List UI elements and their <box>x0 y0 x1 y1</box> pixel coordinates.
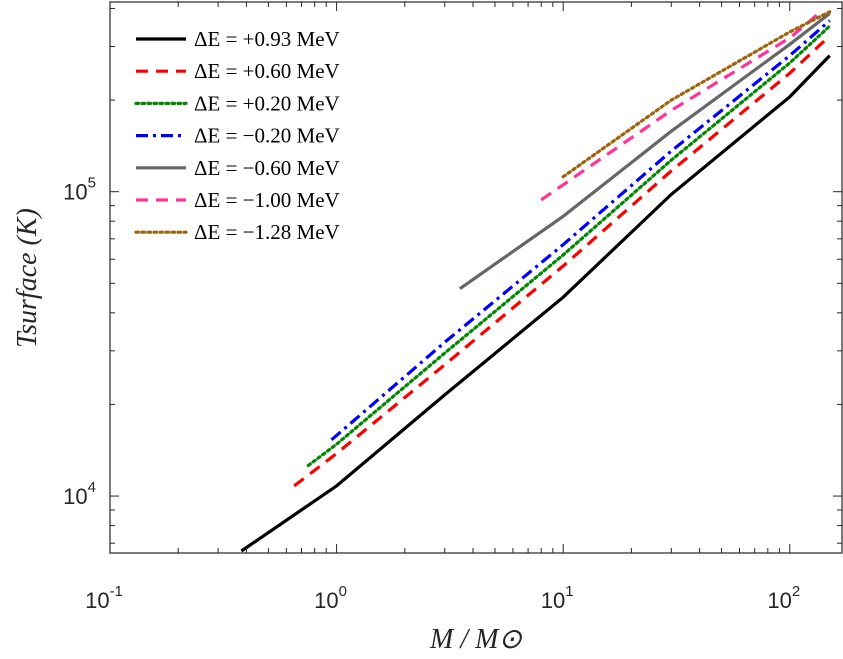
series-layer <box>240 8 832 553</box>
x-tick-label-3: 102 <box>767 583 800 613</box>
x-tick-label-0: 10-1 <box>85 583 123 613</box>
series-line-5 <box>540 8 824 202</box>
plot-frame <box>109 1 843 554</box>
y-tick-label-1: 105 <box>63 175 96 205</box>
legend-label-0: ΔE = +0.93 MeV <box>194 27 340 51</box>
legend-label-3: ΔE = −0.20 MeV <box>194 124 340 148</box>
series-line-4 <box>458 12 831 291</box>
series-line-3 <box>330 19 831 442</box>
y-tick-label-0: 104 <box>63 479 96 509</box>
series-line-1 <box>293 34 831 488</box>
series-line-0 <box>240 54 831 553</box>
legend-label-5: ΔE = −1.00 MeV <box>194 188 340 212</box>
series-line-6 <box>561 10 832 179</box>
legend-label-4: ΔE = −0.60 MeV <box>194 156 340 180</box>
x-tick-label-1: 100 <box>314 583 347 613</box>
ticks-layer <box>109 2 842 553</box>
x-axis-label: M / M⊙ <box>429 624 522 655</box>
series-line-2 <box>306 24 832 468</box>
legend-label-1: ΔE = +0.60 MeV <box>194 59 340 83</box>
legend-box <box>127 16 417 254</box>
legend-label-2: ΔE = +0.20 MeV <box>194 91 340 115</box>
x-tick-label-2: 101 <box>541 583 574 613</box>
y-axis-label: Tsurface (K) <box>12 208 43 348</box>
legend-label-6: ΔE = −1.28 MeV <box>194 220 340 244</box>
legend: ΔE = +0.93 MeV ΔE = +0.60 MeV ΔE = +0.20 M… <box>127 16 417 254</box>
